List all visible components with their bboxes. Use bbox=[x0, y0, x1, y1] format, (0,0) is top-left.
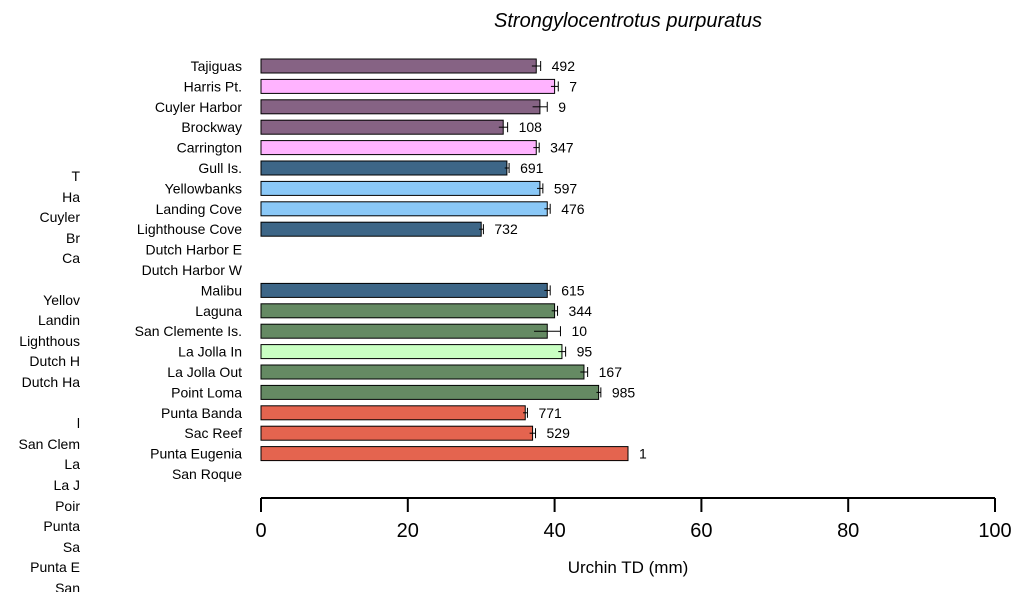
bar bbox=[260, 160, 508, 176]
bar bbox=[260, 344, 563, 360]
background-category-label: Landin bbox=[37, 312, 80, 329]
x-tick-label: 60 bbox=[690, 520, 712, 542]
sample-size-label: 1 bbox=[639, 446, 647, 462]
category-label: Dutch Harbor E bbox=[146, 242, 242, 258]
background-category-label: San Clem bbox=[18, 435, 80, 452]
bar bbox=[260, 140, 537, 156]
category-label: La Jolla In bbox=[178, 344, 242, 360]
background-category-label: Ha bbox=[62, 188, 80, 205]
bar bbox=[260, 384, 600, 400]
category-label: San Clemente Is. bbox=[135, 323, 242, 339]
bar bbox=[260, 180, 541, 196]
bar bbox=[260, 58, 537, 74]
background-category-label: Sa bbox=[62, 538, 80, 555]
background-category-label: Cuyler bbox=[39, 209, 80, 226]
x-tick-label: 0 bbox=[255, 520, 266, 542]
category-label: Cuyler Harbor bbox=[155, 99, 242, 115]
bar bbox=[260, 282, 548, 298]
category-label: Yellowbanks bbox=[165, 180, 242, 196]
background-category-label: Br bbox=[66, 229, 80, 246]
category-label: Lighthouse Cove bbox=[137, 221, 242, 237]
sample-size-label: 615 bbox=[561, 282, 585, 298]
category-label: Malibu bbox=[201, 282, 242, 298]
bar bbox=[260, 364, 585, 380]
background-category-label: Lighthous bbox=[19, 332, 80, 349]
category-label: Gull Is. bbox=[198, 160, 242, 176]
category-label: Carrington bbox=[177, 140, 242, 156]
background-category-label: Poir bbox=[55, 497, 80, 514]
sample-size-label: 985 bbox=[612, 384, 636, 400]
sample-size-label: 732 bbox=[494, 221, 518, 237]
sample-size-label: 95 bbox=[577, 344, 593, 360]
bar bbox=[260, 323, 548, 339]
category-label: Sac Reef bbox=[184, 425, 242, 441]
bar bbox=[260, 425, 534, 441]
background-category-label: Punta E bbox=[30, 559, 80, 576]
background-category-label: Yellov bbox=[43, 291, 80, 308]
sample-size-label: 529 bbox=[547, 425, 571, 441]
background-category-label: La J bbox=[53, 477, 80, 493]
sample-size-label: 7 bbox=[569, 78, 577, 94]
x-tick-label: 20 bbox=[397, 520, 419, 542]
bar bbox=[260, 303, 556, 319]
sample-size-label: 344 bbox=[569, 303, 593, 319]
category-label: Punta Banda bbox=[161, 405, 242, 421]
background-category-label: l bbox=[76, 415, 80, 432]
background-category-label: T bbox=[71, 168, 80, 184]
x-axis-label: Urchin TD (mm) bbox=[568, 558, 689, 577]
category-label: Laguna bbox=[195, 303, 242, 319]
bar bbox=[260, 221, 482, 237]
sample-size-label: 9 bbox=[558, 99, 566, 115]
sample-size-label: 597 bbox=[554, 180, 578, 196]
background-category-label: Ca bbox=[62, 250, 80, 267]
background-category-label: Punta bbox=[43, 518, 80, 535]
bar bbox=[260, 446, 629, 462]
sample-size-label: 108 bbox=[519, 119, 543, 135]
sample-size-label: 492 bbox=[552, 58, 576, 74]
bar bbox=[260, 78, 556, 94]
category-label: Brockway bbox=[181, 119, 242, 135]
bar bbox=[260, 119, 504, 135]
category-label: Dutch Harbor W bbox=[142, 262, 243, 278]
background-category-label: Dutch H bbox=[29, 353, 80, 370]
chart-title: Strongylocentrotus purpuratus bbox=[494, 10, 762, 32]
sample-size-label: 167 bbox=[599, 364, 623, 380]
sample-size-label: 10 bbox=[571, 323, 587, 339]
clipped-background-labels: T Ha Cuyler Br Ca Yellov Landin Lighthous Dutch … bbox=[0, 0, 80, 592]
category-label: La Jolla Out bbox=[167, 364, 242, 380]
background-category-label: La bbox=[64, 456, 80, 473]
category-label: Landing Cove bbox=[156, 201, 243, 217]
category-label: Point Loma bbox=[171, 384, 242, 400]
category-label: Tajiguas bbox=[191, 58, 242, 74]
background-category-label: San bbox=[55, 580, 80, 592]
category-label: Harris Pt. bbox=[184, 78, 242, 94]
sample-size-label: 476 bbox=[561, 201, 585, 217]
background-category-label: Dutch Ha bbox=[21, 374, 80, 390]
x-tick-label: 40 bbox=[543, 520, 565, 542]
sample-size-label: 347 bbox=[550, 140, 574, 156]
category-label: San Roque bbox=[172, 466, 242, 482]
sample-size-label: 691 bbox=[520, 160, 544, 176]
sample-size-label: 771 bbox=[538, 405, 562, 421]
x-tick-label: 100 bbox=[978, 520, 1011, 542]
bar bbox=[260, 405, 526, 421]
x-tick-label: 80 bbox=[837, 520, 859, 542]
bar bbox=[260, 99, 541, 115]
bar bbox=[260, 201, 548, 217]
category-label: Punta Eugenia bbox=[150, 446, 242, 462]
